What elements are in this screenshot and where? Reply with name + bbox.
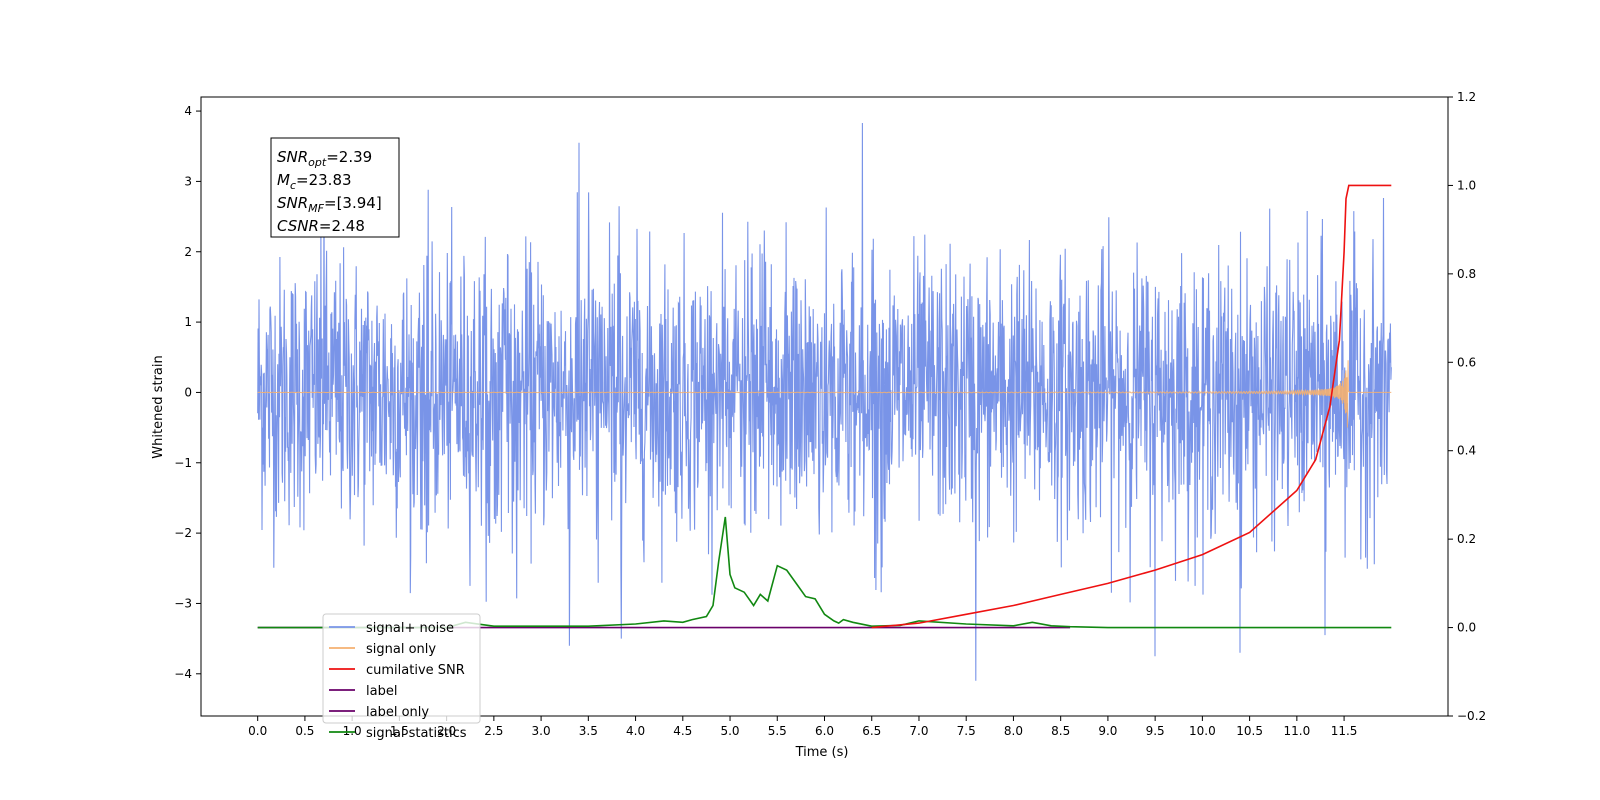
y-left-tick-label: 2 [184, 245, 192, 259]
y-right-tick-label: 0.2 [1457, 532, 1476, 546]
y-right-tick-label: 1.2 [1457, 90, 1476, 104]
legend-label-signal-only: signal only [366, 642, 436, 657]
x-tick-label: 9.5 [1146, 724, 1165, 738]
y-left-tick-label: 3 [184, 174, 192, 188]
annotation-line: SNRMF=[3.94] [277, 194, 382, 215]
x-tick-label: 10.5 [1236, 724, 1263, 738]
y-right-tick-label: 0.6 [1457, 355, 1476, 369]
x-tick-label: 7.0 [909, 724, 928, 738]
series-signal-statistics-line [257, 516, 1392, 629]
y-left-tick-label: 4 [184, 104, 192, 118]
x-tick-label: 1.0 [343, 724, 362, 738]
x-tick-label: 10.0 [1189, 724, 1216, 738]
x-tick-label: 2.5 [484, 724, 503, 738]
legend-frame [322, 613, 481, 724]
y-left-tick-label: −3 [174, 596, 192, 610]
series-signal-only-line [257, 360, 1392, 428]
x-tick-label: 8.0 [1004, 724, 1023, 738]
y-left-tick-label: −2 [174, 526, 192, 540]
x-tick-label: 0.0 [248, 724, 267, 738]
x-tick-label: 4.0 [626, 724, 645, 738]
x-tick-label: 0.5 [295, 724, 314, 738]
legend-label-cumilative-snr: cumilative SNR [366, 663, 465, 678]
annotation-line: CSNR=2.48 [277, 217, 365, 235]
y-right-tick-label: 1.0 [1457, 178, 1476, 192]
y-right-tick-label: 0.8 [1457, 267, 1476, 281]
x-tick-label: 5.0 [720, 724, 739, 738]
legend-label-signal-statistics: signal statistics [366, 726, 467, 741]
plot-area [257, 122, 1392, 681]
y-left-tick-label: −4 [174, 667, 192, 681]
x-tick-label: 6.5 [862, 724, 881, 738]
x-tick-label: 6.0 [815, 724, 834, 738]
annotation-line: SNRopt=2.39 [277, 148, 372, 169]
x-tick-label: 3.5 [579, 724, 598, 738]
legend-label-signal-noise: signal+ noise [366, 621, 454, 636]
axes: 0.0 0.5 1.0 1.5 2.0 2.5 3.0 3.5 4.0 4.5 5.0 5.5 6.0 6… [174, 90, 1486, 738]
legend-label-label: label [366, 684, 397, 699]
x-tick-label: 4.5 [673, 724, 692, 738]
y-axis-label-left: Whitened strain [151, 355, 166, 458]
x-tick-label: 3.0 [532, 724, 551, 738]
y-right-tick-label: 0.4 [1457, 444, 1476, 458]
x-tick-label: 9.0 [1098, 724, 1117, 738]
x-tick-label: 2.0 [437, 724, 456, 738]
series-signal-noise-line [257, 122, 1392, 681]
y-left-tick-label: 0 [184, 385, 192, 399]
x-axis-label: Time (s) [795, 745, 849, 760]
y-right-tick-label: 0.0 [1457, 621, 1476, 635]
legend: signal+ noise signal only cumilative SNR la… [322, 613, 481, 741]
legend-label-label-only: label only [366, 705, 429, 720]
annotation-frame [270, 137, 400, 238]
y-left-tick-label: −1 [174, 456, 192, 470]
y-left-tick-label: 1 [184, 315, 192, 329]
x-tick-label: 5.5 [768, 724, 787, 738]
x-tick-label: 11.5 [1331, 724, 1358, 738]
series-cumilative-snr-line [871, 184, 1392, 629]
x-tick-label: 11.0 [1283, 724, 1310, 738]
x-tick-label: 7.5 [957, 724, 976, 738]
x-tick-label: 8.5 [1051, 724, 1070, 738]
y-right-tick-label: −0.2 [1457, 709, 1486, 723]
annotation-line: Mc=23.83 [277, 171, 352, 192]
x-tick-label: 1.5 [390, 724, 409, 738]
